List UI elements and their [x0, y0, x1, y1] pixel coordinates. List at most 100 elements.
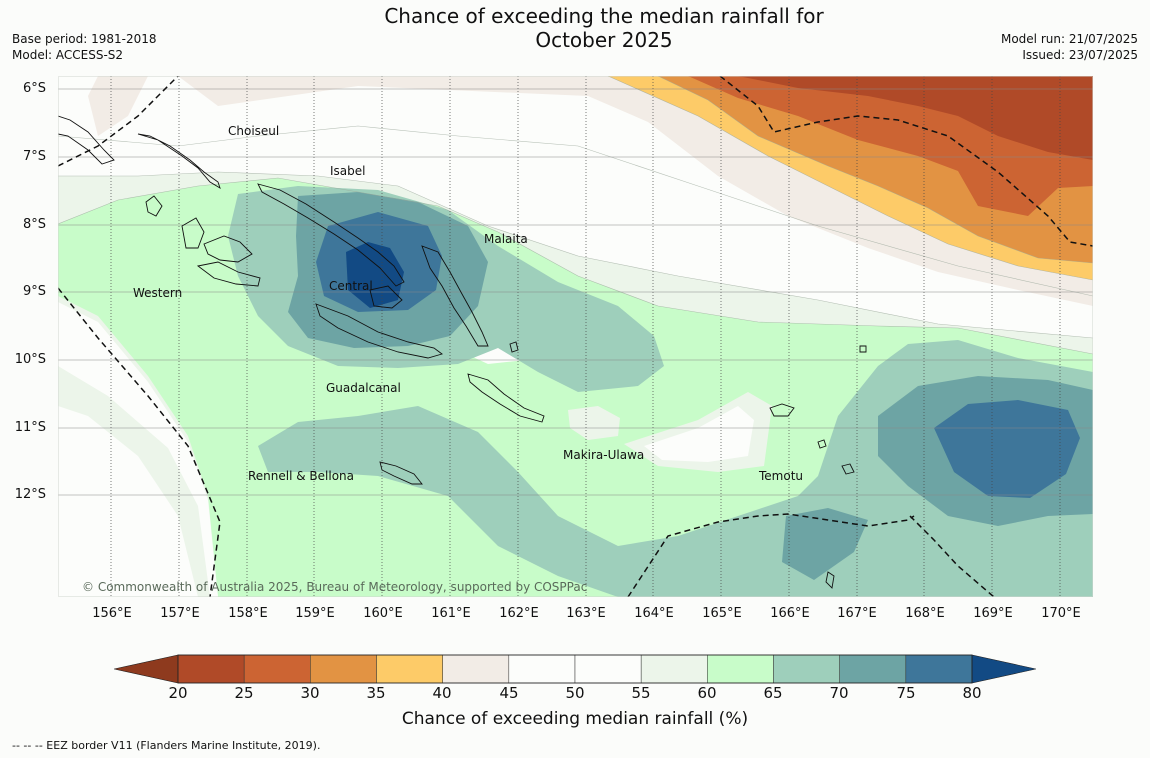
colorbar-tick: 60: [697, 684, 717, 702]
colorbar-tick: 25: [234, 684, 254, 702]
colorbar-frame: [177, 654, 973, 684]
lon-label: 162°E: [499, 606, 539, 621]
lat-label: 11°S: [14, 420, 46, 435]
colorbar-tick: 70: [829, 684, 849, 702]
map-title-line1: Chance of exceeding the median rainfall …: [384, 4, 824, 28]
island-makira: [467, 373, 545, 423]
colorbar-tick: 75: [896, 684, 916, 702]
island-malaita: [421, 245, 489, 347]
place-label-rennell-bellona: Rennell & Bellona: [248, 469, 355, 483]
lat-label: 10°S: [14, 352, 46, 367]
lon-label: 161°E: [431, 606, 471, 621]
patch-central-east-inner: [644, 406, 754, 462]
band-75-80-east: [934, 400, 1080, 498]
place-label-choiseul: Choiseul: [228, 124, 280, 138]
band-55-60-southwest: [58, 366, 210, 597]
island-new-georgia-3: [196, 261, 261, 287]
lon-label: 166°E: [770, 606, 810, 621]
eez-border: [58, 76, 1093, 597]
place-label-western: Western: [133, 286, 183, 300]
colorbar-segment: [839, 654, 907, 684]
colorbar-tick: 20: [168, 684, 188, 702]
colorbar-tick: 80: [962, 684, 982, 702]
island-florida: [369, 285, 403, 309]
island-shortlands: [145, 195, 163, 217]
island-small-2: [841, 463, 855, 475]
map-frame: [58, 76, 1093, 597]
colorbar-segment: [442, 654, 510, 684]
island-bougainville: [58, 115, 115, 165]
band-20-25: [738, 76, 1093, 160]
colorbar-segment: [376, 654, 443, 684]
lon-label: 158°E: [228, 606, 268, 621]
island-isabel: [257, 183, 405, 287]
place-label-guadalcanal: Guadalcanal: [326, 381, 401, 395]
colorbar-tick: 45: [499, 684, 519, 702]
island-new-georgia-2: [203, 235, 253, 263]
lon-label: 156°E: [92, 606, 132, 621]
issued-date: Issued: 23/07/2025: [1022, 48, 1138, 62]
coastlines: [58, 115, 867, 589]
band-40-45-left: [88, 76, 148, 136]
colorbar-low-extension: [114, 654, 179, 684]
colorbar-segment: [773, 654, 840, 684]
place-label-central: Central: [329, 279, 373, 293]
colorbar-tick: 30: [300, 684, 320, 702]
island-santa-cruz: [769, 403, 795, 417]
copyright-notice: © Commonwealth of Australia 2025, Bureau…: [82, 580, 588, 594]
place-label-malaita: Malaita: [484, 232, 528, 246]
lat-label: 6°S: [22, 81, 46, 96]
lon-label: 170°E: [1041, 606, 1081, 621]
colorbar-segment: [640, 654, 708, 684]
base-period: Base period: 1981-2018: [12, 32, 157, 46]
colorbar-segment: [310, 654, 377, 684]
island-small-1: [817, 439, 827, 449]
place-label-makira-ulawa: Makira-Ulawa: [563, 448, 645, 462]
lon-label: 160°E: [363, 606, 403, 621]
parallels: [58, 88, 1093, 496]
lon-label: 163°E: [566, 606, 606, 621]
map-title: Chance of exceeding the median rainfall …: [0, 4, 1150, 52]
colorbar: [114, 654, 1036, 684]
colorbar-segment: [707, 654, 774, 684]
colorbar-segment: [177, 654, 245, 684]
lon-label: 168°E: [905, 606, 945, 621]
lat-label: 8°S: [22, 217, 46, 232]
island-choiseul: [137, 133, 221, 190]
band-over-80: [346, 242, 404, 308]
colorbar-tick: 55: [631, 684, 651, 702]
colorbar-high-extension: [971, 654, 1036, 684]
place-label-temotu: Temotu: [759, 469, 804, 483]
run-info: Model run: 21/07/2025 Issued: 23/07/2025: [1001, 31, 1138, 63]
lat-label: 12°S: [14, 487, 46, 502]
band-70-75-southeast: [782, 508, 868, 580]
rainfall-map: [58, 76, 1093, 597]
lat-label: 7°S: [22, 149, 46, 164]
band-65-70-south: [258, 340, 1093, 597]
model-run: Model run: 21/07/2025: [1000, 32, 1138, 46]
island-small-5: [859, 345, 867, 353]
island-new-georgia-1: [181, 217, 205, 249]
map-title-line2: October 2025: [535, 28, 673, 52]
eez-footnote: -- -- -- EEZ border V11 (Flanders Marine…: [12, 739, 321, 752]
colorbar-tick: 50: [565, 684, 585, 702]
island-small-3: [825, 571, 835, 589]
colorbar-label: Chance of exceeding median rainfall (%): [401, 709, 749, 729]
lon-label: 159°E: [295, 606, 335, 621]
island-small-4: [509, 341, 519, 353]
lon-label: 157°E: [160, 606, 200, 621]
lon-label: 164°E: [634, 606, 674, 621]
colorbar-segment: [905, 654, 973, 684]
colorbar-segment: [243, 654, 311, 684]
model-name: Model: ACCESS-S2: [12, 48, 124, 62]
colorbar-tick: 65: [763, 684, 783, 702]
colorbar-segments: [177, 654, 973, 684]
place-label-isabel: Isabel: [330, 164, 366, 178]
colorbar-tick: 40: [432, 684, 452, 702]
colorbar-segment: [508, 654, 576, 684]
lon-label: 165°E: [702, 606, 742, 621]
lat-label: 9°S: [22, 284, 46, 299]
island-guadalcanal: [315, 303, 443, 359]
base-info: Base period: 1981-2018 Model: ACCESS-S2: [12, 31, 157, 63]
lon-label: 169°E: [973, 606, 1013, 621]
